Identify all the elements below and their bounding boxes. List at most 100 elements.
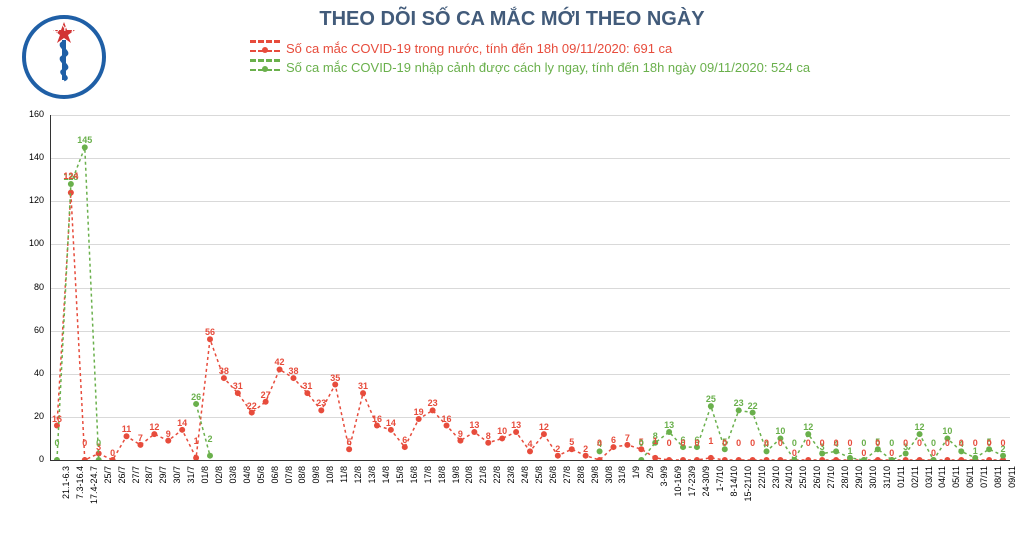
x-tick-label: 3-9/9 xyxy=(659,466,669,536)
marker-domestic xyxy=(833,457,839,460)
x-tick-label: 28/10 xyxy=(840,466,850,536)
data-label: 23 xyxy=(316,398,326,408)
x-tick-label: 09/8 xyxy=(311,466,321,536)
plot-area: 02040608010012014016021.1-6.37.3-16.417.… xyxy=(50,115,1010,460)
marker-domestic xyxy=(694,457,700,460)
marker-imported xyxy=(207,453,213,459)
x-tick-label: 28/8 xyxy=(576,466,586,536)
marker-domestic xyxy=(82,457,88,460)
marker-domestic xyxy=(736,457,742,460)
data-label: 13 xyxy=(511,420,521,430)
x-tick-label: 20/8 xyxy=(464,466,474,536)
data-label: 22 xyxy=(748,401,758,411)
x-tick-label: 18/8 xyxy=(437,466,447,536)
x-tick-label: 04/11 xyxy=(937,466,947,536)
marker-domestic xyxy=(986,457,992,460)
data-label: 56 xyxy=(205,327,215,337)
data-label: 1 xyxy=(653,436,658,446)
x-tick-label: 03/11 xyxy=(924,466,934,536)
data-label: 0 xyxy=(959,438,964,448)
x-tick-label: 21.1-6.3 xyxy=(61,466,71,536)
marker-domestic xyxy=(875,457,881,460)
x-tick-label: 30/7 xyxy=(172,466,182,536)
x-tick-label: 17-23/9 xyxy=(687,466,697,536)
marker-domestic xyxy=(708,455,714,460)
x-tick-label: 26/7 xyxy=(117,466,127,536)
x-tick-label: 08/11 xyxy=(993,466,1003,536)
x-tick-label: 11/8 xyxy=(339,466,349,536)
data-label: 0 xyxy=(820,438,825,448)
data-label: 10 xyxy=(775,426,785,436)
x-tick-label: 04/8 xyxy=(242,466,252,536)
data-label: 0 xyxy=(889,448,894,458)
series-line-imported xyxy=(57,147,99,460)
chart-container: THEO DÕI SỐ CA MẮC MỚI THEO NGÀY BỘ Y TẾ… xyxy=(0,0,1024,540)
x-tick-label: 08/8 xyxy=(297,466,307,536)
x-tick-label: 28/7 xyxy=(144,466,154,536)
x-tick-label: 27/10 xyxy=(826,466,836,536)
data-label: 0 xyxy=(973,438,978,448)
x-tick-label: 1-7/10 xyxy=(715,466,725,536)
marker-domestic xyxy=(652,455,658,460)
x-tick-label: 26/8 xyxy=(548,466,558,536)
x-tick-label: 22/10 xyxy=(757,466,767,536)
data-label: 16 xyxy=(52,414,62,424)
data-label: 13 xyxy=(469,420,479,430)
data-label: 0 xyxy=(861,448,866,458)
data-label: 0 xyxy=(750,438,755,448)
data-label: 31 xyxy=(358,381,368,391)
data-label: 31 xyxy=(233,381,243,391)
data-label: 0 xyxy=(110,448,115,458)
legend-label: Số ca mắc COVID-19 trong nước, tính đến … xyxy=(286,41,672,56)
x-tick-label: 05/11 xyxy=(951,466,961,536)
x-tick-label: 05/8 xyxy=(256,466,266,536)
x-tick-label: 31/10 xyxy=(882,466,892,536)
x-tick-label: 23/8 xyxy=(506,466,516,536)
x-tick-label: 31/7 xyxy=(186,466,196,536)
marker-domestic xyxy=(903,457,909,460)
data-label: 6 xyxy=(611,435,616,445)
x-tick-label: 06/8 xyxy=(270,466,280,536)
x-tick-label: 24-30/9 xyxy=(701,466,711,536)
series-line-imported xyxy=(196,404,210,456)
data-label: 14 xyxy=(177,418,187,428)
x-tick-label: 12/8 xyxy=(353,466,363,536)
data-label: 6 xyxy=(402,435,407,445)
data-label: 0 xyxy=(792,448,797,458)
data-label: 8 xyxy=(486,431,491,441)
x-tick-label: 29/10 xyxy=(854,466,864,536)
data-label: 12 xyxy=(149,422,159,432)
data-label: 0 xyxy=(792,438,797,448)
marker-imported xyxy=(638,457,644,460)
y-tick-label: 0 xyxy=(14,454,44,464)
x-tick-label: 07/8 xyxy=(284,466,294,536)
data-label: 19 xyxy=(414,407,424,417)
x-tick-label: 8-14/10 xyxy=(729,466,739,536)
data-label: 0 xyxy=(903,438,908,448)
x-tick-label: 01/8 xyxy=(200,466,210,536)
data-label: 0 xyxy=(778,438,783,448)
x-tick-label: 15/8 xyxy=(395,466,405,536)
data-label: 27 xyxy=(261,390,271,400)
x-tick-label: 17/8 xyxy=(423,466,433,536)
chart-title: THEO DÕI SỐ CA MẮC MỚI THEO NGÀY xyxy=(0,8,1024,31)
x-tick-label: 13/8 xyxy=(367,466,377,536)
data-label: 0 xyxy=(1001,438,1006,448)
data-label: 0 xyxy=(667,438,672,448)
series-line-domestic xyxy=(57,193,1003,460)
legend: Số ca mắc COVID-19 trong nước, tính đến … xyxy=(250,40,810,78)
x-tick-label: 10/8 xyxy=(325,466,335,536)
legend-marker xyxy=(250,59,280,76)
marker-domestic xyxy=(680,457,686,460)
data-label: 0 xyxy=(987,438,992,448)
marker-domestic xyxy=(666,457,672,460)
data-label: 7 xyxy=(138,433,143,443)
data-label: 26 xyxy=(191,392,201,402)
data-label: 2 xyxy=(583,444,588,454)
x-tick-label: 10-16/9 xyxy=(673,466,683,536)
data-label: 16 xyxy=(442,414,452,424)
x-tick-label: 17.4-24.7 xyxy=(89,466,99,536)
x-tick-label: 14/8 xyxy=(381,466,391,536)
x-tick-label: 25/10 xyxy=(798,466,808,536)
x-tick-label: 27/8 xyxy=(562,466,572,536)
